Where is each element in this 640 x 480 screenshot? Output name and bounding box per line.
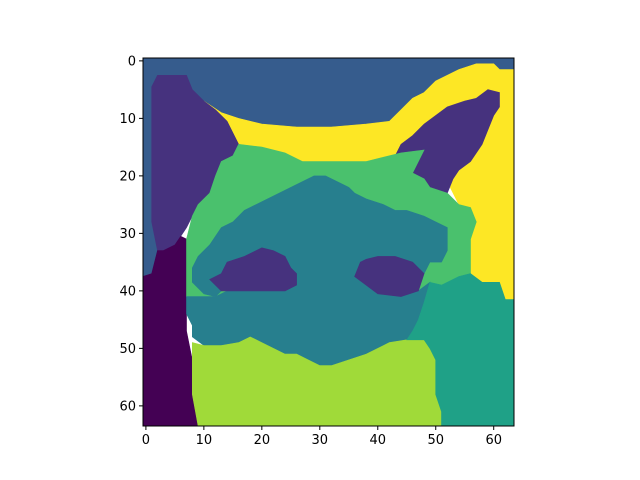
- heatmap-region-lower-right: [406, 273, 514, 426]
- heatmap-region-left-eye: [209, 247, 297, 292]
- x-tick-label: 20: [254, 433, 271, 448]
- heatmap-cells: [143, 58, 514, 426]
- x-tick-label: 30: [312, 433, 329, 448]
- y-axis: 0 10 20 30 40 50 60: [119, 54, 143, 414]
- heatmap-region-right-eye: [354, 256, 425, 297]
- x-tick-label: 0: [142, 433, 150, 448]
- plot-area: [142, 57, 515, 427]
- y-tick-label: 40: [119, 284, 136, 299]
- y-tick-label: 50: [119, 342, 136, 357]
- y-tick-label: 30: [119, 227, 136, 242]
- x-tick-label: 50: [427, 433, 444, 448]
- x-tick-label: 10: [196, 433, 213, 448]
- y-tick-label: 60: [119, 399, 136, 414]
- y-tick-label: 10: [119, 112, 136, 127]
- plot-frame: [142, 57, 515, 427]
- y-tick-label: 20: [119, 169, 136, 184]
- x-axis: 0 10 20 30 40 50 60: [142, 426, 502, 448]
- y-tick-label: 0: [128, 54, 136, 69]
- x-tick-label: 40: [370, 433, 387, 448]
- x-tick-label: 60: [485, 433, 502, 448]
